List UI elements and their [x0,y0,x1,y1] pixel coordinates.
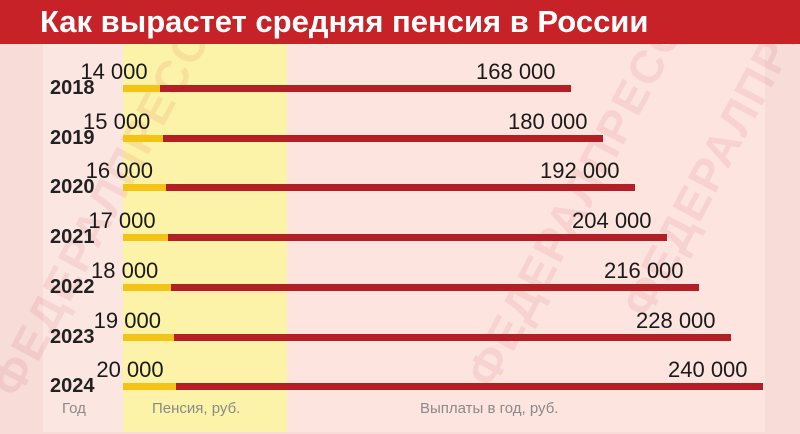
pension-value-label: 15 000 [83,109,151,134]
payments-bar [160,85,571,92]
year-column-bg [43,44,123,432]
payments-bar [171,284,699,291]
payments-value-label: 216 000 [604,258,684,283]
pension-axis-label: Пенсия, руб. [152,400,241,417]
payments-value-label: 240 000 [668,357,748,382]
right-strip [765,44,800,434]
pension-bar [123,184,166,191]
payments-bar [176,383,763,390]
pension-bar [123,334,174,341]
year-label: 2024 [50,375,95,397]
year-axis-label: Год [62,400,86,417]
year-label: 2019 [50,127,95,149]
chart-title: Как вырастет средняя пенсия в России [40,4,649,39]
title-bar: Как вырастет средняя пенсия в России [0,0,800,44]
payments-bar [163,135,603,142]
pension-bar [123,284,171,291]
pension-value-label: 18 000 [91,258,159,283]
pension-bar [123,383,177,390]
payments-value-label: 228 000 [636,308,716,333]
year-label: 2023 [50,326,95,348]
payments-bar [168,234,667,241]
pension-bar [123,85,161,92]
pension-value-label: 14 000 [80,59,148,84]
payments-axis-label: Выплаты в год, руб. [420,400,559,417]
payments-value-label: 168 000 [476,59,556,84]
pension-value-label: 19 000 [93,308,161,333]
payments-value-label: 192 000 [540,158,620,183]
year-label: 2020 [50,176,95,198]
pension-bar [123,234,169,241]
year-label: 2022 [50,276,95,298]
year-label: 2021 [50,226,95,248]
pension-value-label: 20 000 [96,357,164,382]
pension-bar [123,135,163,142]
payments-bar [165,184,635,191]
pension-value-label: 16 000 [85,158,153,183]
pension-value-label: 17 000 [88,208,156,233]
payments-bar [173,334,731,341]
payments-value-label: 180 000 [508,109,588,134]
payments-value-label: 204 000 [572,208,652,233]
year-label: 2018 [50,77,95,99]
